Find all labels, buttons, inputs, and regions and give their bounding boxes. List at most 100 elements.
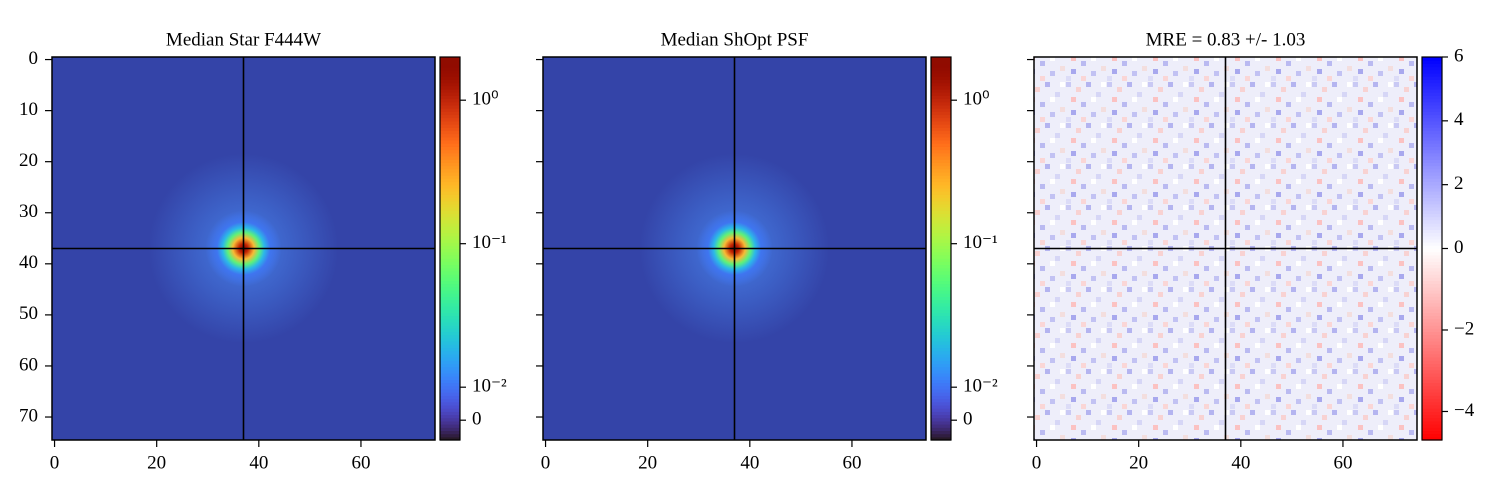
colorbar-swatch <box>1422 238 1442 243</box>
x-tick-label: 20 <box>147 452 166 473</box>
colorbar-swatch <box>931 404 951 409</box>
colorbar-swatch <box>931 321 951 326</box>
colorbar-swatch <box>440 430 460 435</box>
colorbar-swatch <box>440 210 460 214</box>
colorbar-swatch <box>1422 254 1442 259</box>
colorbar-swatch <box>931 108 951 112</box>
colorbar-swatch <box>440 293 460 297</box>
colorbar-tick-label: 4 <box>1454 109 1464 130</box>
colorbar-swatch <box>931 222 951 227</box>
colorbar-swatch <box>440 388 460 393</box>
colorbar-swatch <box>440 299 460 304</box>
colorbar-swatch <box>1422 216 1442 221</box>
colorbar-swatch <box>1422 388 1442 393</box>
colorbar-swatch <box>440 226 460 230</box>
colorbar-swatch <box>931 254 951 259</box>
colorbar-swatch <box>440 238 460 243</box>
colorbar-swatch <box>440 155 460 160</box>
colorbar-swatch <box>1422 404 1442 409</box>
colorbar-swatch <box>931 200 951 205</box>
colorbar-swatch <box>931 350 951 355</box>
colorbar-swatch <box>931 427 951 432</box>
colorbar-swatch <box>1422 175 1442 179</box>
colorbar-swatch <box>1422 293 1442 297</box>
colorbar-swatch <box>440 111 460 116</box>
y-tick-label: 30 <box>19 201 38 222</box>
colorbar-swatch <box>1422 420 1442 425</box>
colorbar-swatch <box>440 385 460 390</box>
colorbar-swatch <box>1422 261 1442 266</box>
colorbar-swatch <box>931 270 951 275</box>
colorbar-swatch <box>931 85 951 90</box>
colorbar-swatch <box>440 350 460 355</box>
colorbar-swatch <box>931 184 951 189</box>
colorbar-swatch <box>440 424 460 428</box>
colorbar-swatch <box>931 175 951 179</box>
colorbar-swatch <box>440 289 460 294</box>
colorbar-swatch <box>931 92 951 96</box>
colorbar-swatch <box>440 296 460 301</box>
colorbar-swatch <box>440 136 460 141</box>
colorbar-swatch <box>1422 337 1442 342</box>
colorbar-swatch <box>931 191 951 195</box>
colorbar-swatch <box>440 417 460 422</box>
colorbar-swatch <box>440 108 460 112</box>
colorbar-swatch <box>1422 76 1442 80</box>
colorbar-swatch <box>440 302 460 307</box>
colorbar-swatch <box>1422 299 1442 304</box>
axes-frame <box>51 56 436 441</box>
colorbar-swatch <box>931 325 951 329</box>
colorbar-swatch <box>931 98 951 103</box>
colorbar-swatch <box>440 366 460 371</box>
colorbar-tick-label: 2 <box>1454 173 1464 194</box>
colorbar-swatch <box>440 219 460 224</box>
colorbar-swatch <box>440 331 460 336</box>
colorbar-swatch <box>440 133 460 138</box>
colorbar-swatch <box>1422 305 1442 310</box>
colorbar-swatch <box>1422 414 1442 419</box>
colorbar-swatch <box>440 104 460 109</box>
colorbar-swatch <box>931 395 951 400</box>
colorbar-swatch <box>931 117 951 122</box>
x-tick-label: 60 <box>1333 452 1352 473</box>
x-tick-label: 40 <box>1231 452 1250 473</box>
colorbar-swatch <box>440 420 460 425</box>
colorbar-swatch <box>440 60 460 64</box>
colorbar-swatch <box>440 254 460 259</box>
colorbar-swatch <box>440 363 460 368</box>
colorbar-swatch <box>440 347 460 352</box>
colorbar-swatch <box>1422 347 1442 352</box>
colorbar-swatch <box>1422 101 1442 106</box>
colorbar-swatch <box>440 152 460 157</box>
colorbar-swatch <box>440 139 460 144</box>
colorbar-swatch <box>931 280 951 285</box>
colorbar-swatch <box>931 210 951 214</box>
colorbar-swatch <box>931 226 951 230</box>
colorbar-swatch <box>931 213 951 218</box>
colorbar-swatch <box>931 258 951 262</box>
colorbar-swatch <box>1422 369 1442 374</box>
colorbar-swatch <box>1422 171 1442 176</box>
y-tick-label: 20 <box>19 150 38 171</box>
y-tick-label: 40 <box>19 252 38 273</box>
colorbar-swatch <box>931 162 951 167</box>
x-tick-label: 60 <box>351 452 370 473</box>
colorbar-frame <box>930 56 952 441</box>
colorbar-swatch <box>1422 318 1442 323</box>
colorbar-swatch <box>1422 242 1442 246</box>
colorbar-swatch <box>931 334 951 339</box>
colorbar-swatch <box>1422 248 1442 253</box>
colorbar-tick-label: 10⁰ <box>963 89 990 110</box>
colorbar-swatch <box>931 302 951 307</box>
colorbar-swatch <box>1422 258 1442 262</box>
colorbar-swatch <box>440 267 460 272</box>
colorbar-swatch <box>1422 277 1442 282</box>
colorbar-swatch <box>931 436 951 441</box>
y-tick-label: 10 <box>19 99 38 120</box>
colorbar-swatch <box>440 146 460 151</box>
colorbar-swatch <box>931 235 951 240</box>
colorbar-swatch <box>440 245 460 250</box>
colorbar-swatch <box>1422 72 1442 77</box>
colorbar-swatch <box>931 178 951 183</box>
colorbar-swatch <box>931 143 951 147</box>
